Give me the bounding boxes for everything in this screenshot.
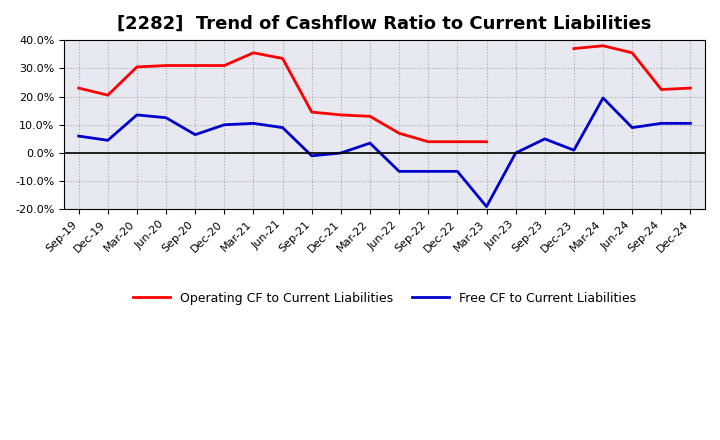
Free CF to Current Liabilities <box>220 122 229 128</box>
Operating CF to Current Liabilities <box>104 92 112 98</box>
Free CF to Current Liabilities <box>541 136 549 142</box>
Operating CF to Current Liabilities <box>686 85 695 91</box>
Operating CF to Current Liabilities <box>570 46 578 51</box>
Free CF to Current Liabilities <box>628 125 636 130</box>
Operating CF to Current Liabilities <box>366 114 374 119</box>
Free CF to Current Liabilities <box>104 138 112 143</box>
Line: Free CF to Current Liabilities: Free CF to Current Liabilities <box>78 98 690 207</box>
Free CF to Current Liabilities <box>278 125 287 130</box>
Free CF to Current Liabilities <box>366 140 374 146</box>
Free CF to Current Liabilities <box>249 121 258 126</box>
Operating CF to Current Liabilities <box>657 87 665 92</box>
Operating CF to Current Liabilities <box>162 63 171 68</box>
Operating CF to Current Liabilities <box>307 110 316 115</box>
Operating CF to Current Liabilities <box>482 139 491 144</box>
Operating CF to Current Liabilities <box>628 50 636 55</box>
Free CF to Current Liabilities <box>162 115 171 121</box>
Free CF to Current Liabilities <box>191 132 199 137</box>
Free CF to Current Liabilities <box>132 112 141 117</box>
Legend: Operating CF to Current Liabilities, Free CF to Current Liabilities: Operating CF to Current Liabilities, Fre… <box>127 287 642 310</box>
Operating CF to Current Liabilities <box>191 63 199 68</box>
Operating CF to Current Liabilities <box>220 63 229 68</box>
Title: [2282]  Trend of Cashflow Ratio to Current Liabilities: [2282] Trend of Cashflow Ratio to Curren… <box>117 15 652 33</box>
Free CF to Current Liabilities <box>307 153 316 158</box>
Free CF to Current Liabilities <box>453 169 462 174</box>
Operating CF to Current Liabilities <box>278 56 287 61</box>
Operating CF to Current Liabilities <box>249 50 258 55</box>
Operating CF to Current Liabilities <box>424 139 433 144</box>
Free CF to Current Liabilities <box>424 169 433 174</box>
Free CF to Current Liabilities <box>336 150 345 156</box>
Operating CF to Current Liabilities <box>395 131 403 136</box>
Operating CF to Current Liabilities <box>74 85 83 91</box>
Operating CF to Current Liabilities <box>453 139 462 144</box>
Operating CF to Current Liabilities <box>132 64 141 70</box>
Free CF to Current Liabilities <box>74 133 83 139</box>
Operating CF to Current Liabilities <box>599 43 608 48</box>
Free CF to Current Liabilities <box>395 169 403 174</box>
Free CF to Current Liabilities <box>686 121 695 126</box>
Line: Operating CF to Current Liabilities: Operating CF to Current Liabilities <box>78 46 690 142</box>
Free CF to Current Liabilities <box>482 204 491 209</box>
Free CF to Current Liabilities <box>511 150 520 156</box>
Free CF to Current Liabilities <box>570 147 578 153</box>
Free CF to Current Liabilities <box>599 95 608 101</box>
Free CF to Current Liabilities <box>657 121 665 126</box>
Operating CF to Current Liabilities <box>336 112 345 117</box>
